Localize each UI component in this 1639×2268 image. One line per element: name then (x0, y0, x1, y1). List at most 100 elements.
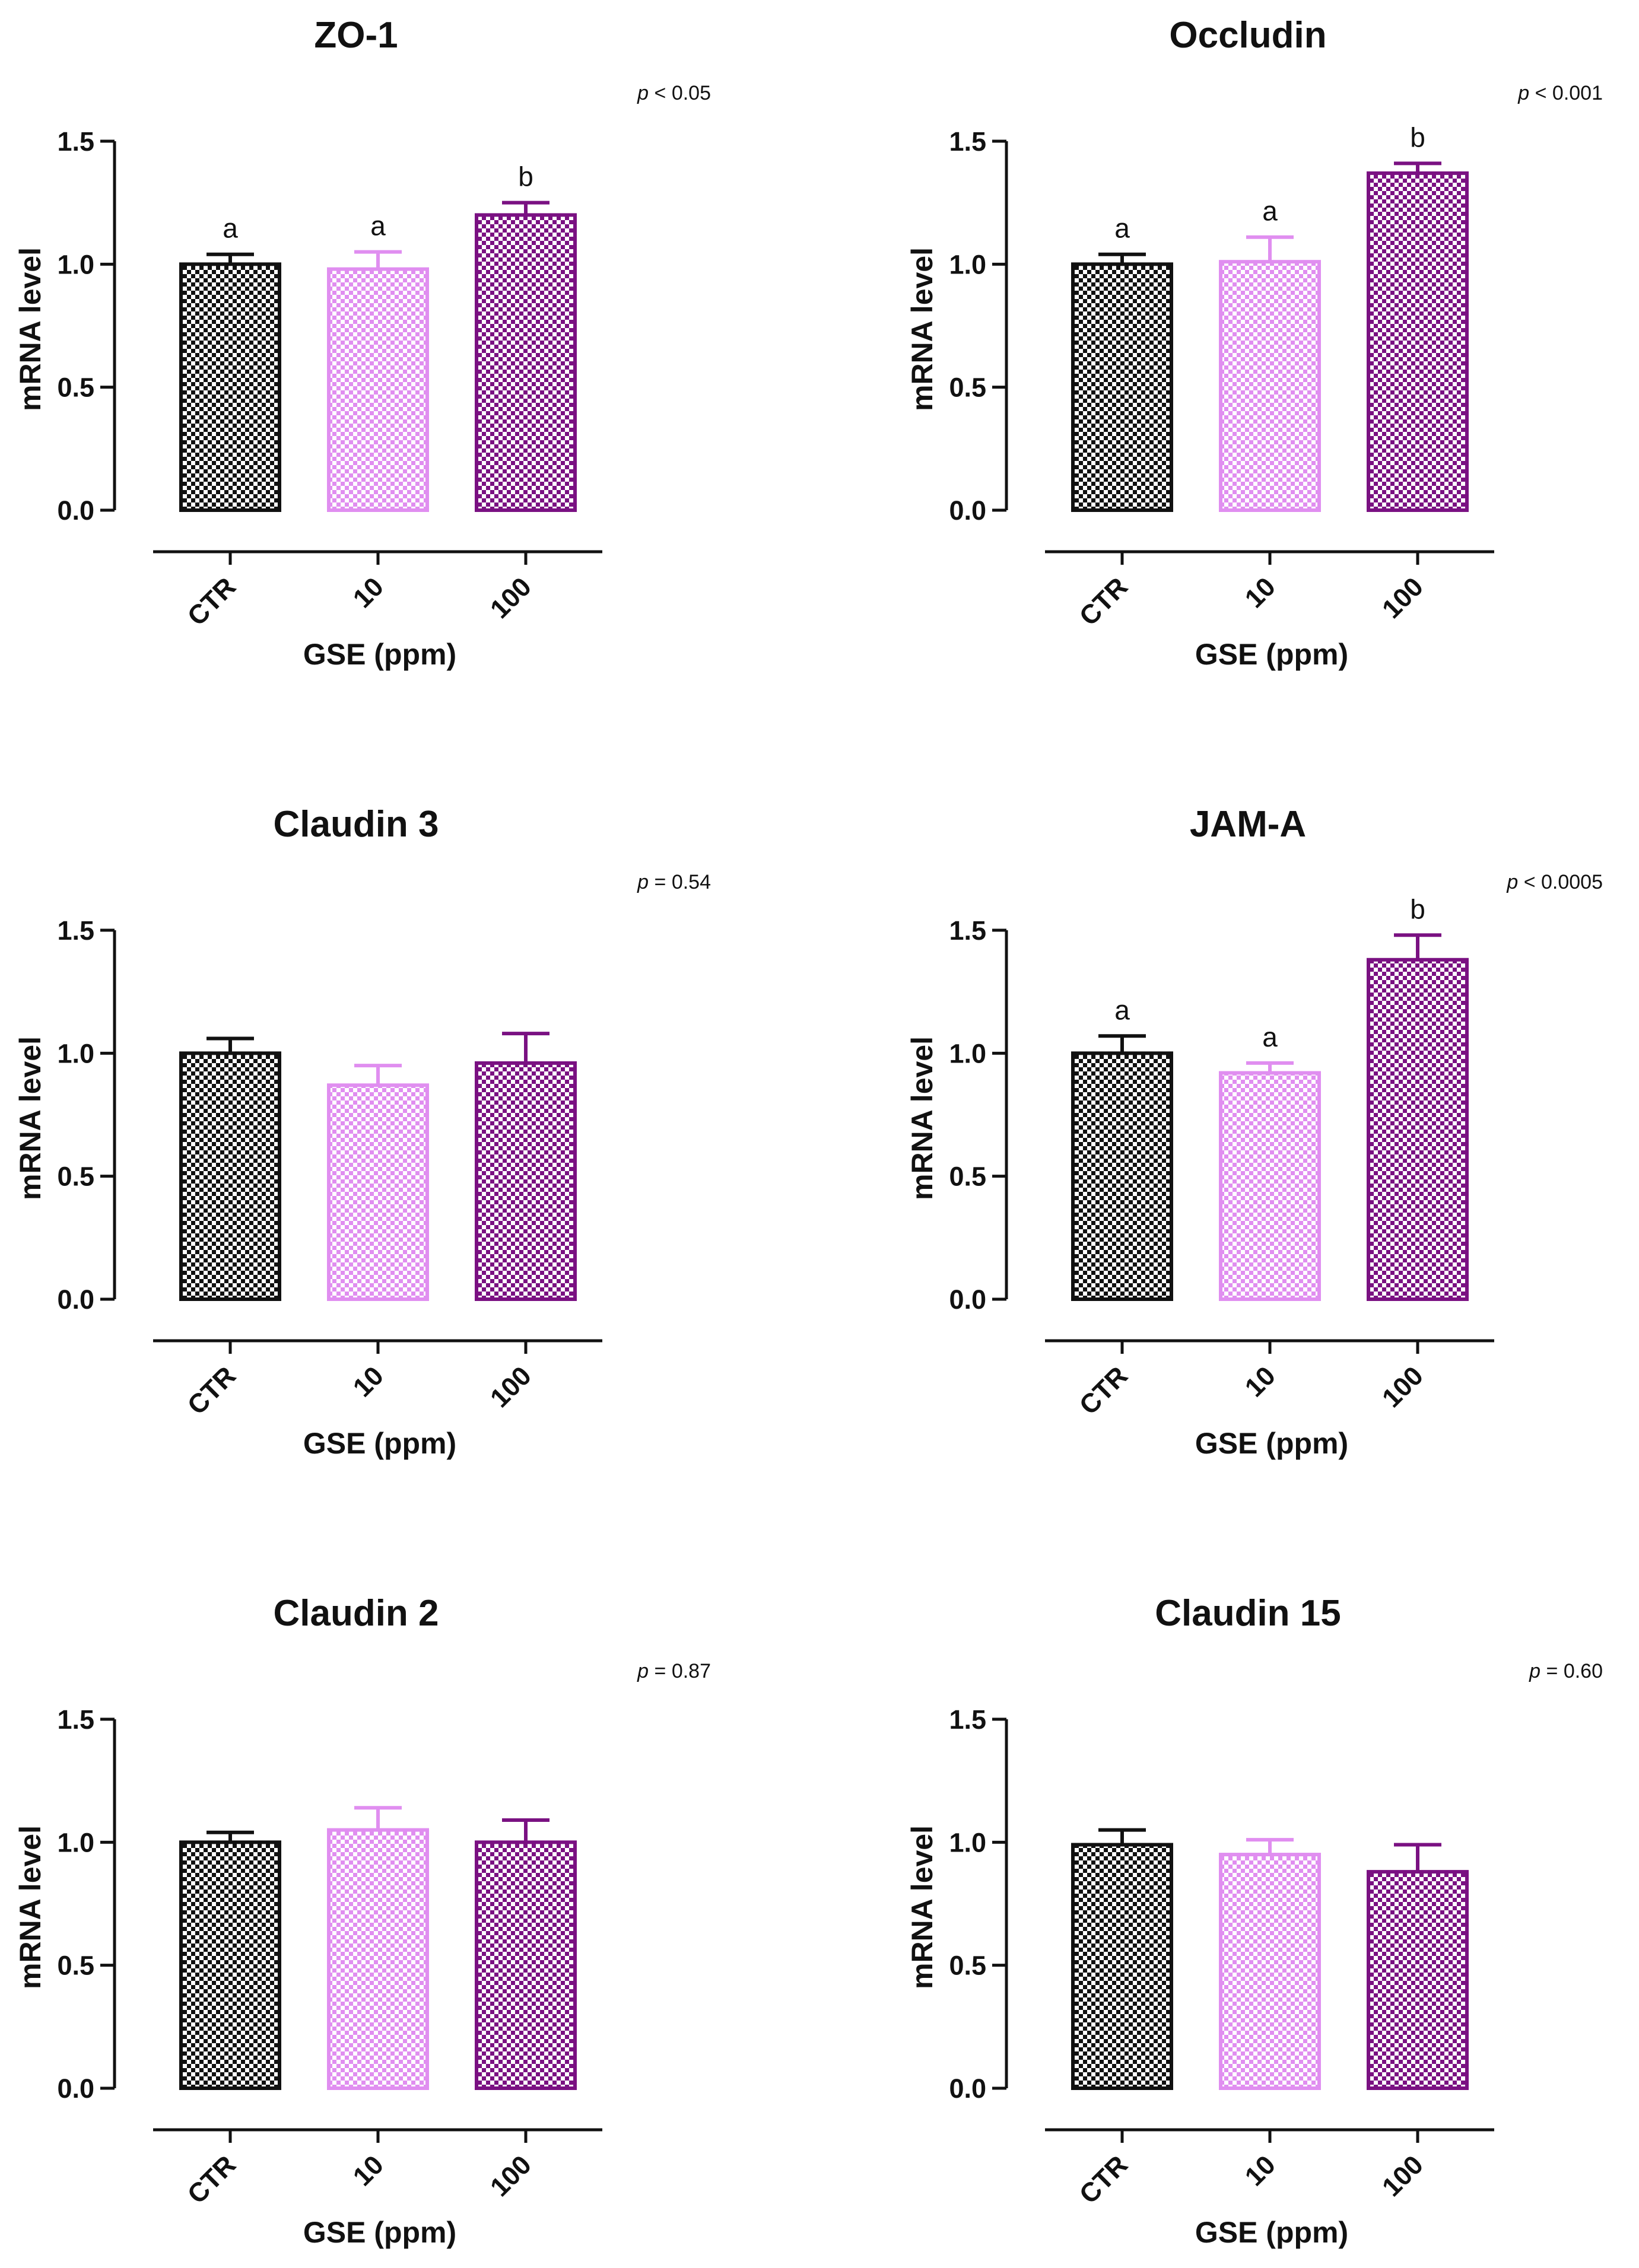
x-tick-label-10: 10 (1239, 571, 1281, 613)
x-tick-label-CTR: CTR (182, 2149, 242, 2209)
y-tick-label: 1.0 (57, 1827, 94, 1857)
y-tick-label: 1.5 (949, 1704, 986, 1735)
y-tick-label: 1.0 (57, 249, 94, 279)
y-tick-label: 0.5 (57, 1951, 94, 1981)
bar-100 (1367, 1870, 1469, 2090)
significance-letter-10: a (370, 211, 386, 241)
y-tick-label: 1.5 (57, 1704, 94, 1735)
y-axis-label: mRNA level (14, 1825, 47, 1989)
x-tick-label-100: 100 (1376, 2149, 1429, 2202)
y-axis-label: mRNA level (14, 1036, 47, 1200)
chart-panel-5: Claudin 2 p = 0.87 0.0 0.5 1.0 1.5 mRNA level C… (14, 1593, 711, 2249)
significance-letter-CTR: a (223, 213, 238, 244)
x-axis-label: GSE (ppm) (1195, 2216, 1348, 2249)
x-axis-label: GSE (ppm) (303, 638, 456, 671)
significance-letter-100: b (1410, 893, 1425, 924)
chart-panel-4: JAM-A p < 0.0005 0.0 0.5 1.0 1.5 mRNA level a CT… (906, 804, 1603, 1460)
x-tick-label-100: 100 (484, 571, 537, 624)
p-value: p = 0.54 (637, 871, 711, 893)
y-tick-label: 1.0 (57, 1038, 94, 1068)
chart-panel-3: Claudin 3 p = 0.54 0.0 0.5 1.0 1.5 mRNA level C… (14, 804, 711, 1460)
x-axis-label: GSE (ppm) (303, 2216, 456, 2249)
p-value: p < 0.001 (1517, 82, 1603, 104)
x-tick-label-10: 10 (1239, 1360, 1281, 1402)
chart-panel-6: Claudin 15 p = 0.60 0.0 0.5 1.0 1.5 mRNA level… (906, 1593, 1603, 2249)
y-tick-label: 1.0 (949, 249, 986, 279)
y-tick-label: 1.0 (949, 1827, 986, 1857)
y-tick-label: 0.0 (949, 1284, 986, 1315)
bar-10 (1219, 260, 1321, 512)
y-tick-label: 0.0 (57, 495, 94, 526)
chart-title: ZO-1 (314, 15, 398, 56)
y-tick-label: 1.5 (57, 126, 94, 157)
y-axis-label: mRNA level (906, 1036, 939, 1200)
chart-title: Claudin 15 (1155, 1593, 1341, 1634)
y-tick-label: 1.5 (949, 126, 986, 157)
bar-CTR (1071, 1843, 1173, 2090)
bar-CTR (179, 262, 281, 512)
y-axis-label: mRNA level (14, 247, 47, 411)
x-tick-label-CTR: CTR (182, 571, 242, 631)
x-tick-label-CTR: CTR (1073, 1360, 1133, 1420)
x-tick-label-CTR: CTR (182, 1360, 242, 1420)
y-axis-label: mRNA level (906, 247, 939, 411)
bar-10 (327, 1828, 429, 2090)
x-tick-label-10: 10 (347, 1360, 389, 1402)
x-tick-label-100: 100 (484, 1360, 537, 1413)
y-tick-label: 0.0 (949, 495, 986, 526)
x-tick-label-CTR: CTR (1073, 571, 1133, 631)
y-tick-label: 1.5 (949, 915, 986, 946)
x-tick-label-100: 100 (484, 2149, 537, 2202)
x-tick-label-10: 10 (347, 2149, 389, 2191)
bar-100 (475, 1061, 577, 1301)
y-tick-label: 0.0 (57, 2073, 94, 2104)
bar-CTR (179, 1051, 281, 1301)
x-tick-label-100: 100 (1376, 571, 1429, 624)
y-tick-label: 1.5 (57, 915, 94, 946)
significance-letter-10: a (1262, 196, 1278, 227)
significance-letter-100: b (518, 161, 533, 192)
y-tick-label: 0.5 (949, 373, 986, 403)
x-tick-label-10: 10 (347, 571, 389, 613)
bar-10 (327, 1083, 429, 1301)
y-tick-label: 0.0 (949, 2073, 986, 2104)
chart-title: Claudin 3 (273, 804, 439, 845)
p-value: p < 0.05 (637, 82, 711, 104)
y-tick-label: 0.5 (57, 1162, 94, 1192)
significance-letter-CTR: a (1114, 213, 1130, 244)
chart-panel-2: Occludin p < 0.001 0.0 0.5 1.0 1.5 mRNA level a… (906, 15, 1603, 671)
bar-CTR (179, 1840, 281, 2090)
y-tick-label: 0.5 (57, 373, 94, 403)
bar-10 (1219, 1853, 1321, 2090)
bar-100 (475, 213, 577, 512)
y-tick-label: 1.0 (949, 1038, 986, 1068)
chart-panel-1: ZO-1 p < 0.05 0.0 0.5 1.0 1.5 mRNA level a CTR a 1… (14, 15, 711, 671)
bar-10 (1219, 1071, 1321, 1301)
y-tick-label: 0.0 (57, 1284, 94, 1315)
bar-100 (475, 1840, 577, 2090)
x-tick-label-100: 100 (1376, 1360, 1429, 1413)
x-axis-label: GSE (ppm) (1195, 638, 1348, 671)
y-tick-label: 0.5 (949, 1162, 986, 1192)
bar-10 (327, 267, 429, 512)
significance-letter-10: a (1262, 1022, 1278, 1052)
y-axis-label: mRNA level (906, 1825, 939, 1989)
x-tick-label-CTR: CTR (1073, 2149, 1133, 2209)
bar-100 (1367, 958, 1469, 1301)
chart-title: Occludin (1169, 15, 1326, 56)
x-axis-label: GSE (ppm) (303, 1427, 456, 1460)
chart-title: JAM-A (1190, 804, 1306, 845)
y-tick-label: 0.5 (949, 1951, 986, 1981)
p-value: p = 0.87 (637, 1660, 711, 1682)
chart-title: Claudin 2 (273, 1593, 439, 1634)
x-tick-label-10: 10 (1239, 2149, 1281, 2191)
bar-CTR (1071, 1051, 1173, 1301)
significance-letter-CTR: a (1114, 994, 1130, 1025)
significance-letter-100: b (1410, 122, 1425, 152)
bar-CTR (1071, 262, 1173, 512)
x-axis-label: GSE (ppm) (1195, 1427, 1348, 1460)
bar-100 (1367, 171, 1469, 512)
p-value: p < 0.0005 (1506, 871, 1603, 893)
p-value: p = 0.60 (1529, 1660, 1603, 1682)
